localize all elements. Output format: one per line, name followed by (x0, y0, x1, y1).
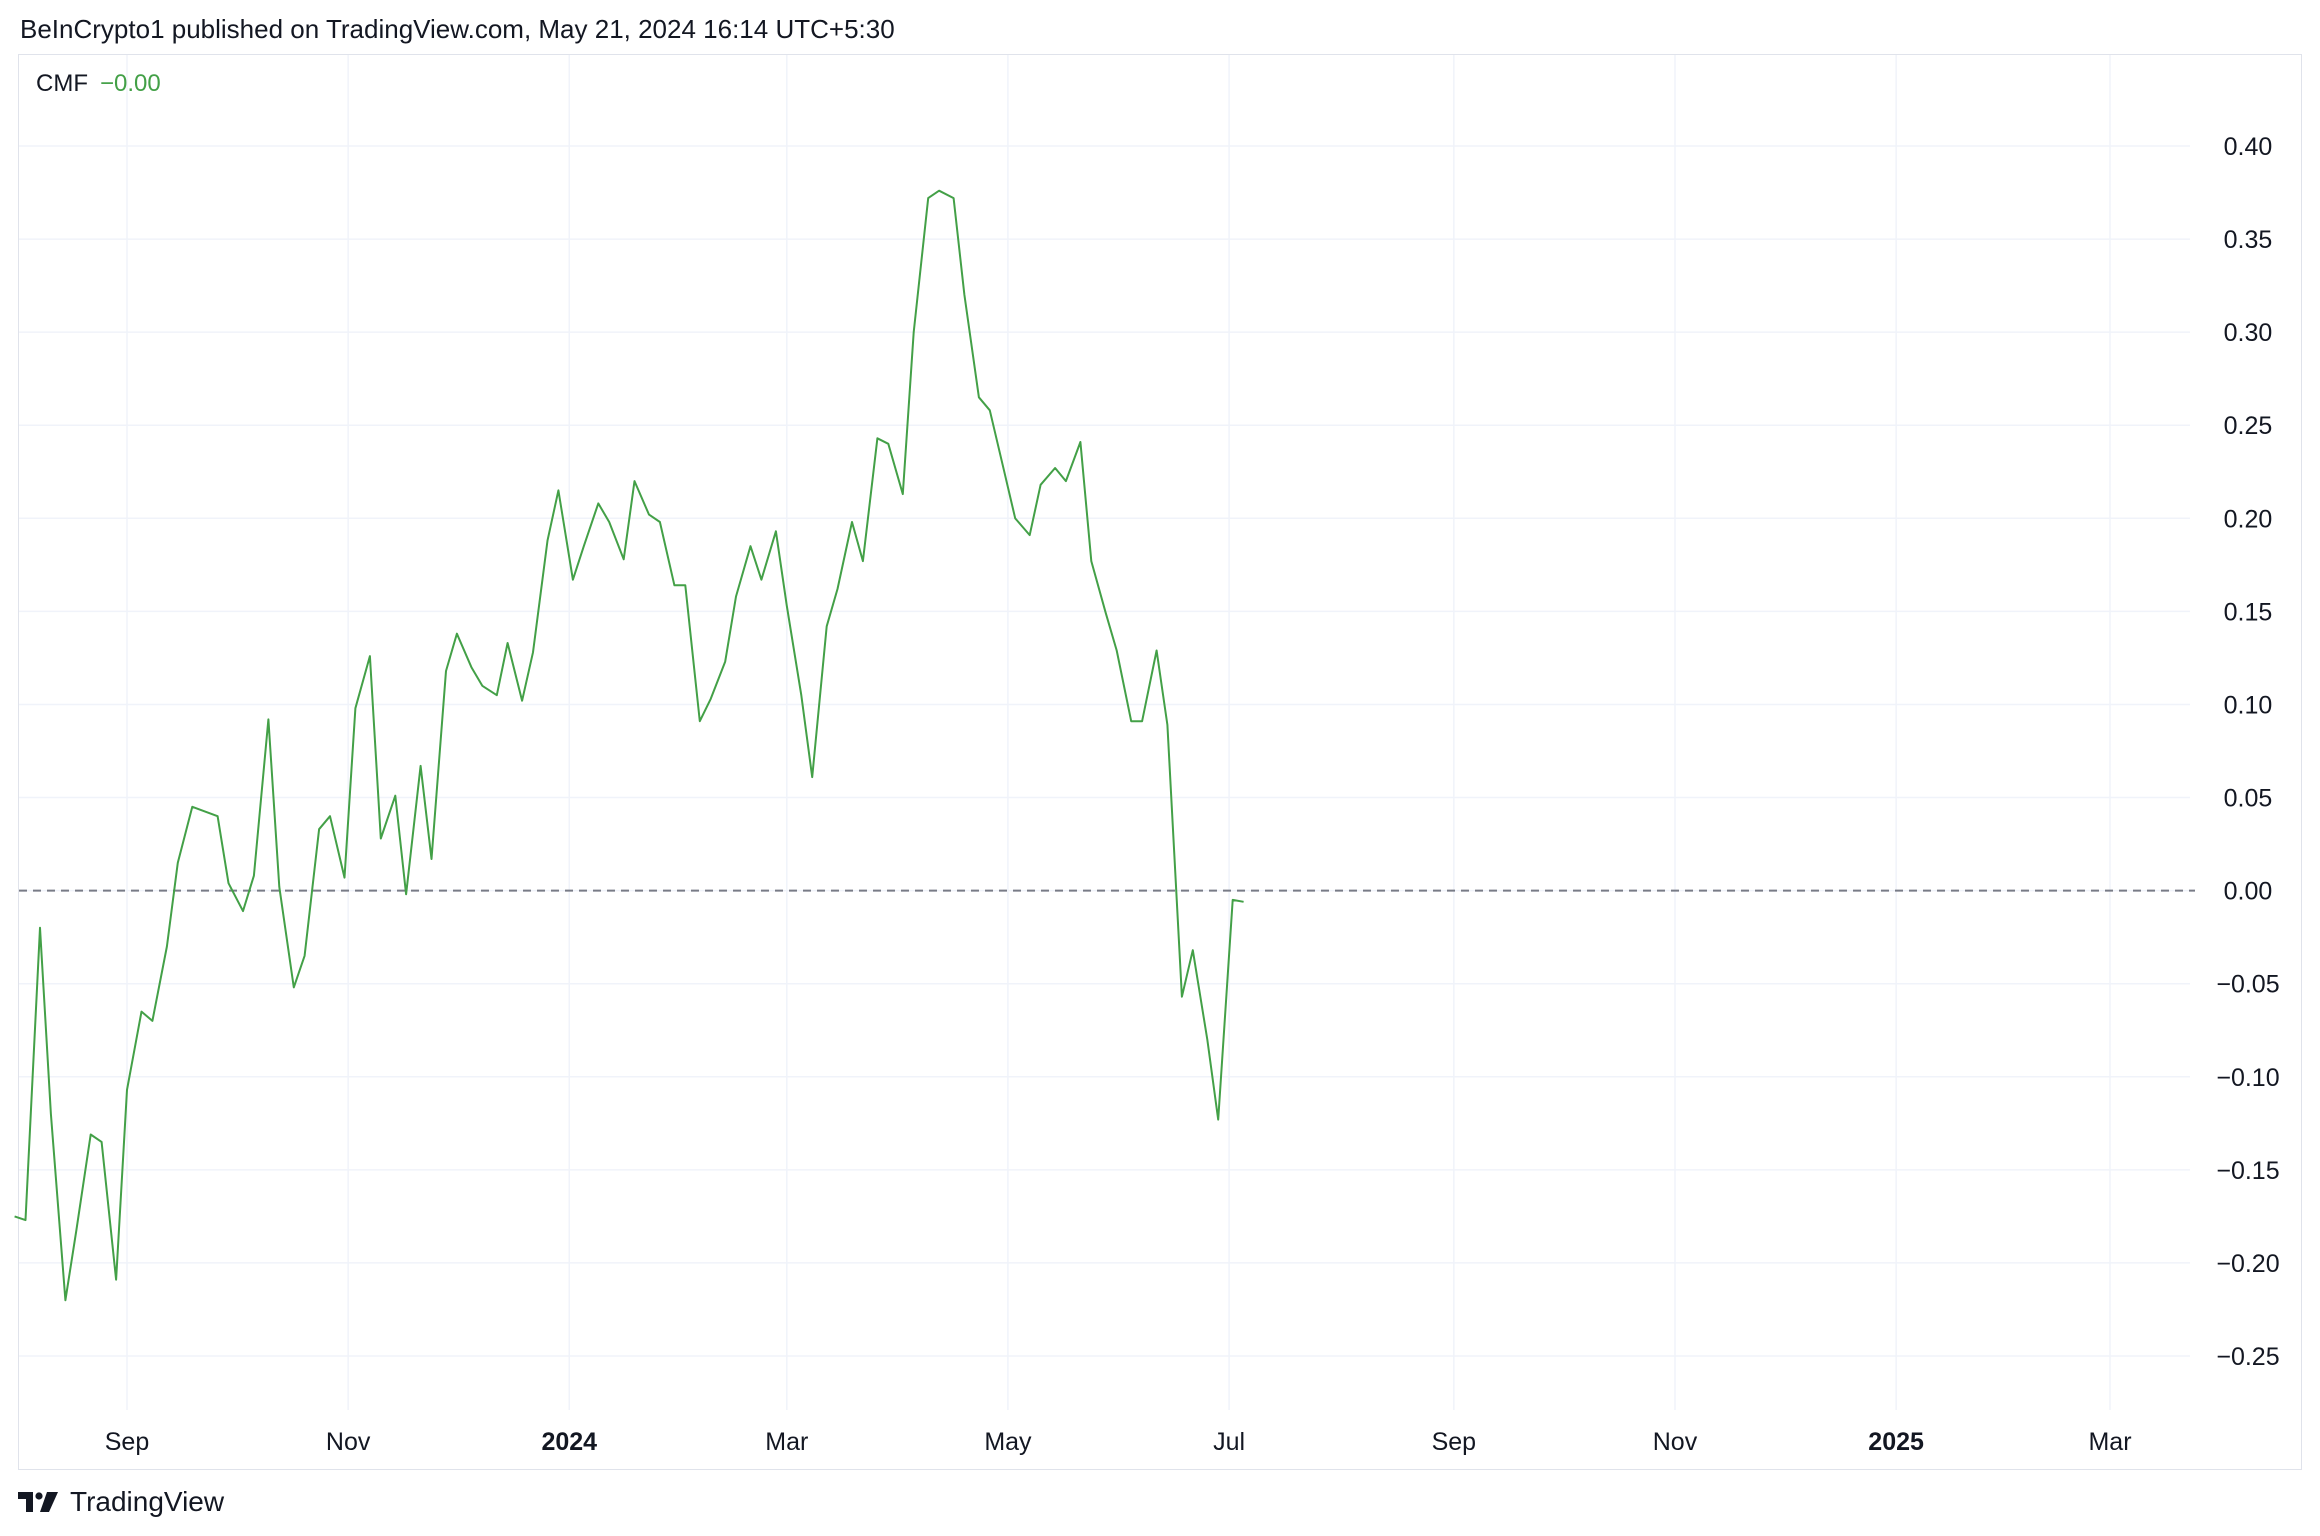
y-tick-label: −0.25 (2216, 1343, 2279, 1371)
horizontal-grid (19, 145, 2190, 1357)
y-tick-label: 0.00 (2224, 878, 2273, 906)
x-tick-label: 2025 (1868, 1428, 1924, 1456)
x-axis[interactable]: Sep Nov 2024 Mar May Jul Sep Nov 2025 Mar (105, 1428, 2132, 1456)
indicator-name: CMF (36, 70, 88, 97)
y-tick-label: 0.05 (2224, 785, 2273, 813)
x-tick-label: Sep (1432, 1428, 1476, 1456)
y-tick-label: −0.15 (2216, 1157, 2279, 1185)
x-tick-label: May (984, 1428, 1032, 1456)
y-tick-label: 0.10 (2224, 691, 2273, 719)
y-tick-label: 0.20 (2224, 505, 2273, 533)
tradingview-footer[interactable]: TradingView (18, 1486, 224, 1518)
y-tick-label: 0.25 (2224, 412, 2273, 440)
y-tick-label: −0.20 (2216, 1250, 2279, 1278)
indicator-value: −0.00 (99, 70, 161, 97)
y-tick-label: 0.30 (2224, 319, 2273, 347)
tradingview-logo-icon (18, 1492, 58, 1512)
y-tick-label: 0.35 (2224, 226, 2273, 254)
x-tick-label: Mar (2088, 1428, 2131, 1456)
y-tick-label: −0.05 (2216, 971, 2279, 999)
x-tick-label: 2024 (541, 1428, 597, 1456)
y-tick-label: 0.15 (2224, 598, 2273, 626)
y-tick-label: −0.10 (2216, 1064, 2279, 1092)
cmf-series-line (14, 189, 1244, 1302)
x-tick-label: Nov (326, 1428, 371, 1456)
tradingview-brand-text: TradingView (70, 1486, 225, 1517)
x-tick-label: Mar (765, 1428, 808, 1456)
x-tick-label: Jul (1213, 1428, 1245, 1456)
x-tick-label: Sep (105, 1428, 149, 1456)
x-tick-label: Nov (1653, 1428, 1698, 1456)
vertical-grid (126, 55, 2111, 1410)
y-axis[interactable]: 0.40 0.35 0.30 0.25 0.20 0.15 0.10 0.05 0.00 −0.0… (2216, 133, 2279, 1371)
publish-header: BeInCrypto1 published on TradingView.com… (20, 14, 895, 44)
indicator-legend[interactable]: CMF −0.00 (36, 70, 161, 98)
chart-frame (18, 54, 2302, 1470)
y-tick-label: 0.40 (2224, 133, 2273, 161)
